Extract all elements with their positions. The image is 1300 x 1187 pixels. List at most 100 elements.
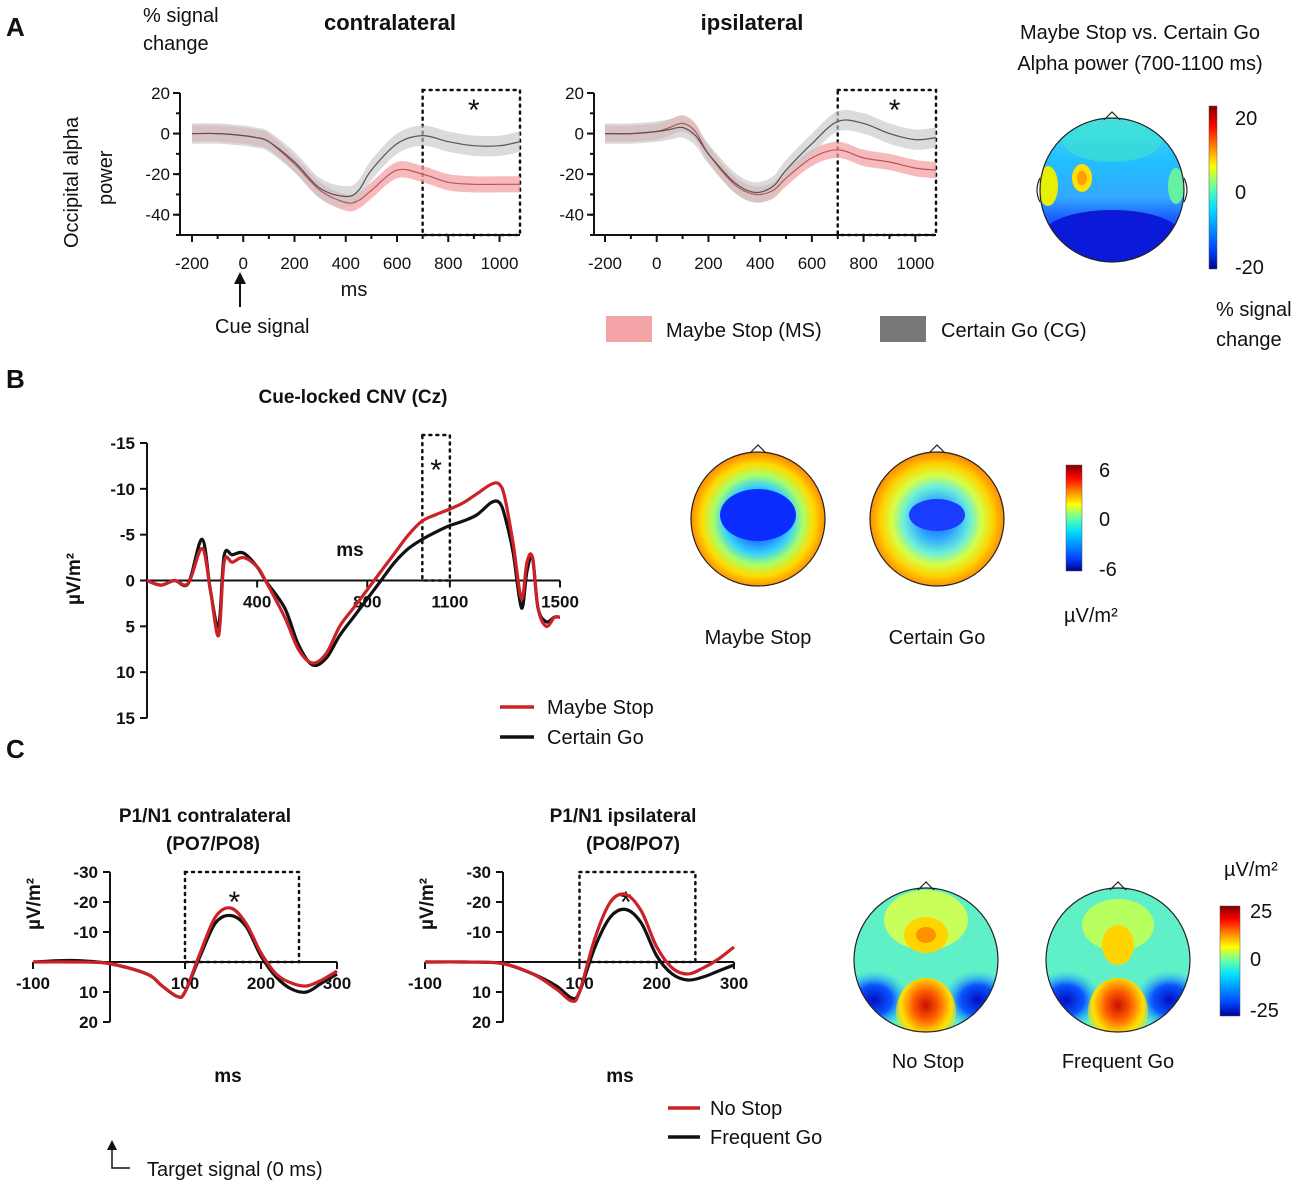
- a3-title-line1: Maybe Stop vs. Certain Go: [1020, 22, 1260, 44]
- y-tick-label: -30: [466, 863, 491, 882]
- legend-a-ms-label: Maybe Stop (MS): [666, 320, 822, 342]
- a1-yunit-line2: change: [143, 33, 209, 55]
- y-tick-label: -10: [466, 923, 491, 942]
- legend-a-ms-swatch: [606, 316, 652, 342]
- b1-ylabel: µV/m²: [64, 553, 85, 605]
- x-tick-label: -100: [408, 974, 442, 993]
- x-tick-label: 800: [849, 254, 877, 273]
- x-tick-label: 300: [720, 974, 748, 993]
- x-tick-label: 200: [694, 254, 722, 273]
- b2-cbar-tick-top: 6: [1099, 460, 1110, 482]
- a1-title: contralateral: [324, 10, 456, 35]
- y-tick-label: -20: [559, 165, 584, 184]
- x-tick-label: 200: [280, 254, 308, 273]
- y-tick-label: -10: [110, 480, 135, 499]
- a3-cbar-label-line2: change: [1216, 329, 1282, 351]
- y-tick-label: -20: [466, 893, 491, 912]
- x-tick-label: 200: [247, 974, 275, 993]
- a3-cbar-tick-top: 20: [1235, 108, 1257, 130]
- a3-cbar-tick-bot: -20: [1235, 257, 1264, 279]
- y-tick-label: -10: [73, 923, 98, 942]
- y-tick-label: 5: [126, 617, 135, 636]
- x-tick-label: 800: [434, 254, 462, 273]
- a2-title: ipsilateral: [701, 10, 804, 35]
- x-tick-label: 400: [746, 254, 774, 273]
- legend-b-ms-label: Maybe Stop: [547, 697, 654, 719]
- panel-label-b: B: [6, 364, 25, 394]
- significance-star: *: [620, 886, 632, 919]
- a1-ylabel-line2: power: [95, 150, 117, 205]
- series-line-no-stop: [424, 892, 735, 1003]
- highlight-window: [578, 870, 697, 964]
- topomap-cnv-certain-go: [869, 444, 1005, 587]
- a3-colorbar: [1208, 105, 1218, 270]
- b2-cbar-label: µV/m²: [1064, 605, 1118, 627]
- panel-label-a: A: [6, 12, 25, 42]
- x-tick-label: 1100: [431, 593, 468, 612]
- b2-cbar-tick-mid: 0: [1099, 509, 1110, 531]
- legend-a-cg-swatch: [880, 316, 926, 342]
- x-tick-label: 0: [239, 254, 248, 273]
- target-arrow: [107, 1140, 130, 1169]
- legend-c-fgo-label: Frequent Go: [710, 1127, 822, 1149]
- legend-a-cg-label: Certain Go (CG): [941, 320, 1087, 342]
- y-tick-label: 20: [472, 1013, 491, 1032]
- significance-star: *: [468, 94, 480, 127]
- topomap-alpha: [1036, 111, 1188, 263]
- y-tick-label: -20: [145, 165, 170, 184]
- a3-cbar-tick-mid: 0: [1235, 182, 1246, 204]
- target-signal-label: Target signal (0 ms): [147, 1159, 323, 1181]
- c3-map-label-nostop: No Stop: [892, 1051, 964, 1073]
- chart-a2-ipsilateral: 200-20-40-200 0 200 400 600 800 1000*: [559, 84, 938, 273]
- y-tick-label: 0: [126, 572, 135, 591]
- series-line-no-stop: [32, 906, 338, 1000]
- sem-band-cg: [192, 123, 520, 207]
- c3-cbar-tick-bot: -25: [1250, 1000, 1279, 1022]
- x-tick-label: 1000: [896, 254, 934, 273]
- topomap-p1n1-frequent-go: [1045, 881, 1191, 1033]
- series-line-certain-go-cg: [604, 119, 937, 194]
- c1-ylabel: µV/m²: [24, 878, 45, 930]
- x-tick-label: 400: [243, 593, 271, 612]
- b1-title: Cue-locked CNV (Cz): [259, 387, 448, 408]
- x-tick-label: 0: [652, 254, 661, 273]
- c3-cbar-label: µV/m²: [1224, 859, 1278, 881]
- y-tick-label: -40: [145, 206, 170, 225]
- chart-a1-contralateral: 200-20-40-200 0 200 400 600 800 1000*: [145, 84, 522, 273]
- legend-b-cg-label: Certain Go: [547, 727, 644, 749]
- b2-map-label-ms: Maybe Stop: [705, 627, 812, 649]
- c2-title-line2: (PO8/PO7): [586, 834, 680, 855]
- c2-ylabel: µV/m²: [417, 878, 438, 930]
- chart-c2-ipsilateral: -30 -20 -10 10 20 -100 100 200 300 *: [408, 863, 748, 1032]
- c1-title-line2: (PO7/PO8): [166, 834, 260, 855]
- y-tick-label: 20: [151, 84, 170, 103]
- y-tick-label: -30: [73, 863, 98, 882]
- y-tick-label: 10: [79, 983, 98, 1002]
- x-tick-label: 400: [332, 254, 360, 273]
- c3-map-label-fgo: Frequent Go: [1062, 1051, 1174, 1073]
- topomap-p1n1-no-stop: [853, 881, 999, 1033]
- c1-title-line1: P1/N1 contralateral: [119, 806, 291, 827]
- b1-xlabel: ms: [336, 540, 363, 561]
- y-tick-label: 20: [79, 1013, 98, 1032]
- y-tick-label: 10: [116, 663, 135, 682]
- y-tick-label: 10: [472, 983, 491, 1002]
- x-tick-label: -100: [16, 974, 50, 993]
- x-tick-label: 100: [565, 974, 593, 993]
- y-tick-label: 0: [575, 125, 584, 144]
- x-tick-label: -200: [588, 254, 622, 273]
- y-tick-label: -5: [120, 526, 135, 545]
- highlight-window: [421, 88, 522, 237]
- y-tick-label: -40: [559, 206, 584, 225]
- c3-colorbar: [1219, 905, 1241, 1017]
- panel-label-c: C: [6, 734, 25, 764]
- significance-star: *: [430, 454, 442, 487]
- x-tick-label: 600: [383, 254, 411, 273]
- series-line-certain-go-cg: [191, 132, 521, 198]
- x-tick-label: 1500: [541, 593, 579, 612]
- series-line-maybe-stop-ms: [604, 122, 937, 196]
- x-tick-label: 1000: [481, 254, 519, 273]
- sem-band-cg: [605, 109, 936, 203]
